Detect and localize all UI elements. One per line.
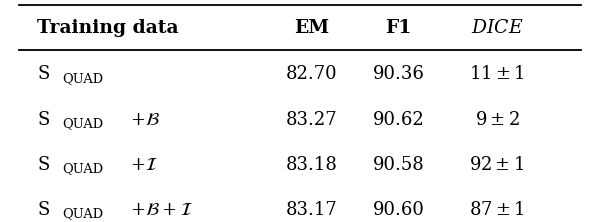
Text: S: S xyxy=(37,156,50,174)
Text: $\mathit{DICE}$: $\mathit{DICE}$ xyxy=(471,19,523,37)
Text: $+\mathcal{B}$: $+\mathcal{B}$ xyxy=(130,111,160,129)
Text: F1: F1 xyxy=(385,19,412,37)
Text: 90.62: 90.62 xyxy=(373,111,424,129)
Text: S: S xyxy=(37,65,50,83)
Text: $+\mathcal{B}+\mathcal{I}$: $+\mathcal{B}+\mathcal{I}$ xyxy=(130,201,193,219)
Text: 90.60: 90.60 xyxy=(373,201,424,219)
Text: QUAD: QUAD xyxy=(62,117,103,130)
Text: S: S xyxy=(37,111,50,129)
Text: $87\pm1$: $87\pm1$ xyxy=(469,201,525,219)
Text: QUAD: QUAD xyxy=(62,207,103,220)
Text: $92\pm1$: $92\pm1$ xyxy=(469,156,525,174)
Text: 83.27: 83.27 xyxy=(286,111,338,129)
Text: 83.17: 83.17 xyxy=(286,201,338,219)
Text: Training data: Training data xyxy=(37,19,179,37)
Text: 90.36: 90.36 xyxy=(373,65,424,83)
Text: 82.70: 82.70 xyxy=(286,65,338,83)
Text: 83.18: 83.18 xyxy=(286,156,338,174)
Text: $11\pm1$: $11\pm1$ xyxy=(469,65,525,83)
Text: $+\mathcal{I}$: $+\mathcal{I}$ xyxy=(130,156,158,174)
Text: QUAD: QUAD xyxy=(62,72,103,85)
Text: $9\pm2$: $9\pm2$ xyxy=(475,111,520,129)
Text: EM: EM xyxy=(295,19,329,37)
Text: QUAD: QUAD xyxy=(62,162,103,175)
Text: S: S xyxy=(37,201,50,219)
Text: 90.58: 90.58 xyxy=(373,156,424,174)
